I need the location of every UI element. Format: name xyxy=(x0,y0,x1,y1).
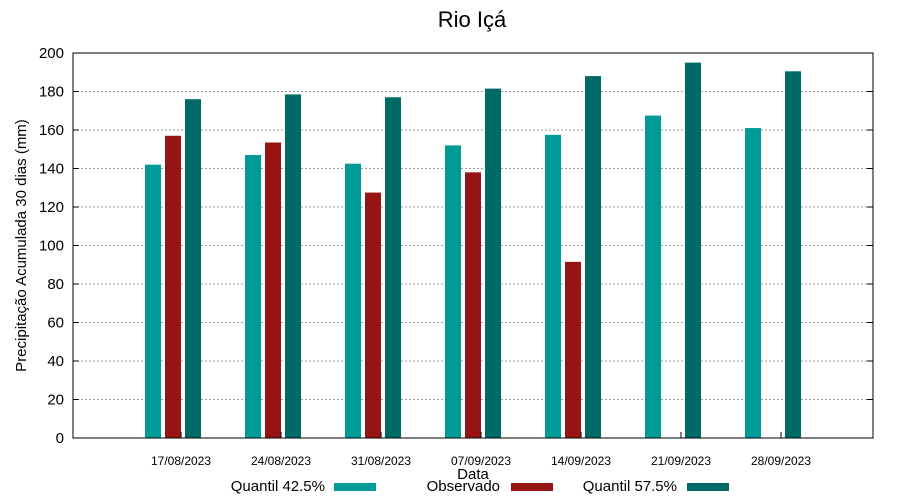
y-tick-label: 180 xyxy=(39,84,64,101)
bar-observado xyxy=(265,142,281,438)
bar-quantil-42-5 xyxy=(645,115,661,438)
y-axis-label: Precipitação Acumulada 30 dias (mm) xyxy=(13,119,30,372)
bar-quantil-42-5 xyxy=(545,134,561,438)
bar-quantil-42-5 xyxy=(745,128,761,438)
y-tick-label: 140 xyxy=(39,161,64,178)
x-tick-label: 21/09/2023 xyxy=(651,454,711,468)
bar-observado xyxy=(365,192,381,438)
legend-label: Quantil 57.5% xyxy=(583,478,677,495)
x-axis-label: Data xyxy=(457,466,489,483)
bar-quantil-57-5 xyxy=(685,62,701,438)
bars xyxy=(145,62,801,439)
y-tick-label: 20 xyxy=(47,392,64,409)
bar-quantil-42-5 xyxy=(245,155,261,438)
legend-swatch xyxy=(334,483,376,491)
legend-swatch xyxy=(511,483,553,491)
chart-title: Rio Içá xyxy=(438,7,507,32)
bar-quantil-42-5 xyxy=(445,145,461,438)
y-tick-label: 0 xyxy=(56,430,64,447)
bar-observado xyxy=(465,172,481,438)
legend-label: Observado xyxy=(427,478,500,495)
y-tick-label: 120 xyxy=(39,199,64,216)
x-tick-label: 28/09/2023 xyxy=(751,454,811,468)
x-tick-label: 31/08/2023 xyxy=(351,454,411,468)
bar-quantil-57-5 xyxy=(285,94,301,438)
bar-quantil-42-5 xyxy=(145,164,161,438)
legend-swatch xyxy=(687,483,729,491)
y-axis-ticks: 0 20 40 60 80 100 120 140 160 180 200 xyxy=(39,45,873,447)
x-tick-label: 17/08/2023 xyxy=(151,454,211,468)
y-tick-label: 100 xyxy=(39,238,64,255)
x-tick-label: 14/09/2023 xyxy=(551,454,611,468)
y-tick-label: 40 xyxy=(47,353,64,370)
bar-observado xyxy=(165,135,181,438)
x-tick-label: 24/08/2023 xyxy=(251,454,311,468)
x-tick-label: 07/09/2023 xyxy=(451,454,511,468)
x-axis-ticks: 17/08/2023 24/08/2023 31/08/2023 07/09/2023… xyxy=(151,432,811,468)
y-tick-label: 60 xyxy=(47,315,64,332)
bar-observado xyxy=(565,261,581,438)
bar-quantil-57-5 xyxy=(785,71,801,438)
bar-quantil-57-5 xyxy=(585,76,601,438)
bar-quantil-57-5 xyxy=(385,97,401,439)
legend: Quantil 42.5% Observado Quantil 57.5% xyxy=(231,478,729,495)
legend-label: Quantil 42.5% xyxy=(231,478,325,495)
bar-quantil-57-5 xyxy=(485,88,501,439)
bar-quantil-57-5 xyxy=(185,99,201,438)
bar-quantil-42-5 xyxy=(345,163,361,438)
y-tick-label: 160 xyxy=(39,122,64,139)
y-tick-label: 80 xyxy=(47,276,64,293)
y-tick-label: 200 xyxy=(39,45,64,62)
